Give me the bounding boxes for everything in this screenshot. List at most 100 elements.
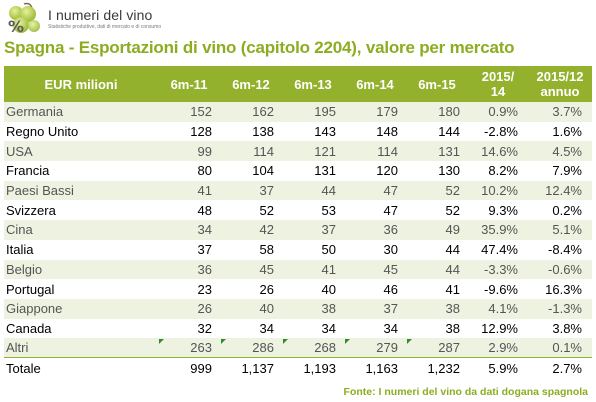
market-name-cell: Cina <box>4 220 158 240</box>
table-row: Svizzera 48 52 53 47 52 9.3% 0.2% <box>4 200 592 221</box>
value-cell: 58 <box>220 239 282 260</box>
value-cell: 114 <box>220 141 282 162</box>
value-cell: 23 <box>158 279 220 299</box>
table-header-row: EUR milioni 6m-11 6m-12 6m-13 6m-14 6m-1… <box>4 66 592 102</box>
table-row: Portugal 23 26 40 46 41 -9.6% 16.3% <box>4 279 592 299</box>
value-cell: 37 <box>282 220 344 240</box>
value-cell: 143 <box>282 121 344 142</box>
table-row: Regno Unito 128 138 143 148 144 -2.8% 1.6% <box>4 121 592 142</box>
value-cell: 1.6% <box>528 121 592 142</box>
value-cell: 44 <box>406 259 468 280</box>
value-cell: -3.3% <box>468 259 528 280</box>
value-cell: 42 <box>220 220 282 240</box>
value-cell: 52 <box>406 200 468 221</box>
market-name-cell: Paesi Bassi <box>4 180 158 201</box>
column-header: 6m-13 <box>294 76 332 92</box>
market-name-cell: Germania <box>4 102 158 122</box>
value-cell: 45 <box>220 259 282 280</box>
value-cell: 1,193 <box>282 357 344 378</box>
export-table: EUR milioni 6m-11 6m-12 6m-13 6m-14 6m-1… <box>4 66 592 378</box>
value-cell: 26 <box>220 279 282 299</box>
value-cell: 34 <box>282 318 344 339</box>
market-name-cell: Totale <box>4 357 158 378</box>
value-cell: 287 <box>406 338 468 358</box>
value-cell: 49 <box>406 220 468 240</box>
value-cell: 44 <box>406 239 468 260</box>
value-cell: 130 <box>406 161 468 181</box>
market-name-cell: Francia <box>4 161 158 181</box>
value-cell: 148 <box>344 121 406 142</box>
logo-tagline: Statistiche produttive, dati di mercato … <box>48 24 162 30</box>
value-cell: 44 <box>282 180 344 201</box>
value-cell: 32 <box>158 318 220 339</box>
value-cell: 5.9% <box>468 357 528 378</box>
page-title: Spagna - Esportazioni di vino (capitolo … <box>4 38 515 57</box>
brand-logo: % I numeri del vino Statistiche produtti… <box>4 2 194 36</box>
value-cell: 2.7% <box>528 357 592 378</box>
value-cell: 2.9% <box>468 338 528 358</box>
value-cell: 144 <box>406 121 468 142</box>
table-row: USA 99 114 121 114 131 14.6% 4.5% <box>4 141 592 162</box>
value-cell: 1,163 <box>344 357 406 378</box>
value-cell: 104 <box>220 161 282 181</box>
value-cell: 263 <box>158 338 220 358</box>
column-header: EUR milioni <box>44 76 118 92</box>
value-cell: 131 <box>406 141 468 162</box>
value-cell: 26 <box>158 298 220 319</box>
value-cell: 4.5% <box>528 141 592 162</box>
value-cell: 121 <box>282 141 344 162</box>
value-cell: 999 <box>158 357 220 378</box>
value-cell: 34 <box>344 318 406 339</box>
value-cell: 0.2% <box>528 200 592 221</box>
value-cell: 7.9% <box>528 161 592 181</box>
value-cell: 12.9% <box>468 318 528 339</box>
value-cell: 47 <box>344 200 406 221</box>
table-body: Germania 152 162 195 179 180 0.9% 3.7% Regno Uni… <box>4 102 592 378</box>
value-cell: 279 <box>344 338 406 358</box>
value-cell: 14.6% <box>468 141 528 162</box>
market-name-cell: Portugal <box>4 279 158 299</box>
total-row: Totale 999 1,137 1,193 1,163 1,232 5.9% 2.7% <box>4 357 592 378</box>
table-row: Germania 152 162 195 179 180 0.9% 3.7% <box>4 102 592 122</box>
value-cell: 10.2% <box>468 180 528 201</box>
market-name-cell: Giappone <box>4 298 158 319</box>
market-name-cell: Regno Unito <box>4 121 158 142</box>
logo-title: I numeri del vino <box>48 7 153 23</box>
value-cell: 3.8% <box>528 318 592 339</box>
value-cell: 162 <box>220 102 282 122</box>
value-cell: 128 <box>158 121 220 142</box>
table-row: Canada 32 34 34 34 38 12.9% 3.8% <box>4 318 592 339</box>
value-cell: -8.4% <box>528 239 592 260</box>
column-header: 6m-15 <box>418 76 456 92</box>
value-cell: -0.6% <box>528 259 592 280</box>
market-name-cell: Canada <box>4 318 158 339</box>
value-cell: 114 <box>344 141 406 162</box>
value-cell: 50 <box>282 239 344 260</box>
value-cell: 37 <box>158 239 220 260</box>
svg-text:%: % <box>8 17 24 36</box>
table-row: Giappone 26 40 38 37 38 4.1% -1.3% <box>4 298 592 319</box>
value-cell: 35.9% <box>468 220 528 240</box>
value-cell: 41 <box>158 180 220 201</box>
grape-logo-icon: % <box>8 2 40 36</box>
value-cell: 41 <box>406 279 468 299</box>
column-header: 6m-11 <box>170 76 208 92</box>
table-row: Italia 37 58 50 30 44 47.4% -8.4% <box>4 239 592 260</box>
value-cell: 38 <box>282 298 344 319</box>
value-cell: 53 <box>282 200 344 221</box>
value-cell: 9.3% <box>468 200 528 221</box>
column-header: 2015/12 annuo <box>536 69 584 99</box>
value-cell: 1,232 <box>406 357 468 378</box>
value-cell: 37 <box>220 180 282 201</box>
column-header: 6m-14 <box>356 76 394 92</box>
value-cell: 138 <box>220 121 282 142</box>
value-cell: 37 <box>344 298 406 319</box>
market-name-cell: Belgio <box>4 259 158 280</box>
value-cell: 36 <box>158 259 220 280</box>
market-name-cell: USA <box>4 141 158 162</box>
value-cell: 30 <box>344 239 406 260</box>
value-cell: 34 <box>220 318 282 339</box>
value-cell: 152 <box>158 102 220 122</box>
value-cell: 47 <box>344 180 406 201</box>
value-cell: 4.1% <box>468 298 528 319</box>
